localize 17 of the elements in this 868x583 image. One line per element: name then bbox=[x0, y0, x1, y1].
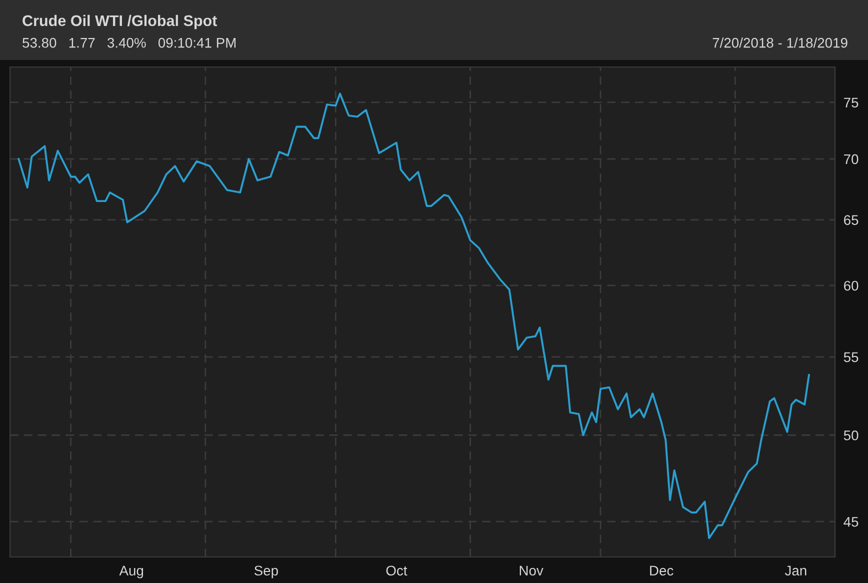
line-series bbox=[18, 92, 810, 540]
chart-subtitle: 53.80 1.77 3.40% 09:10:41 PM bbox=[22, 38, 236, 48]
y-tick-label: 55 bbox=[844, 352, 858, 362]
y-tick-label: 50 bbox=[844, 430, 858, 440]
y-tick-label: 60 bbox=[844, 280, 858, 291]
x-tick-label: Aug bbox=[119, 566, 144, 578]
x-tick-label: Jan bbox=[784, 566, 806, 576]
y-tick-label: 75 bbox=[844, 98, 858, 108]
y-tick-label: 65 bbox=[844, 215, 858, 225]
x-tick-label: Nov bbox=[520, 566, 544, 576]
y-tick-label: 45 bbox=[844, 517, 858, 527]
x-tick-label: Dec bbox=[650, 566, 674, 576]
text: 7/20/2018 - 1/18/2019 bbox=[712, 38, 848, 48]
y-tick-label: 70 bbox=[844, 154, 858, 164]
x-tick-label: Sep bbox=[254, 566, 278, 578]
x-tick-label: Oct bbox=[386, 566, 408, 576]
chart-title: Crude Oil WTI /Global Spot bbox=[22, 14, 218, 30]
